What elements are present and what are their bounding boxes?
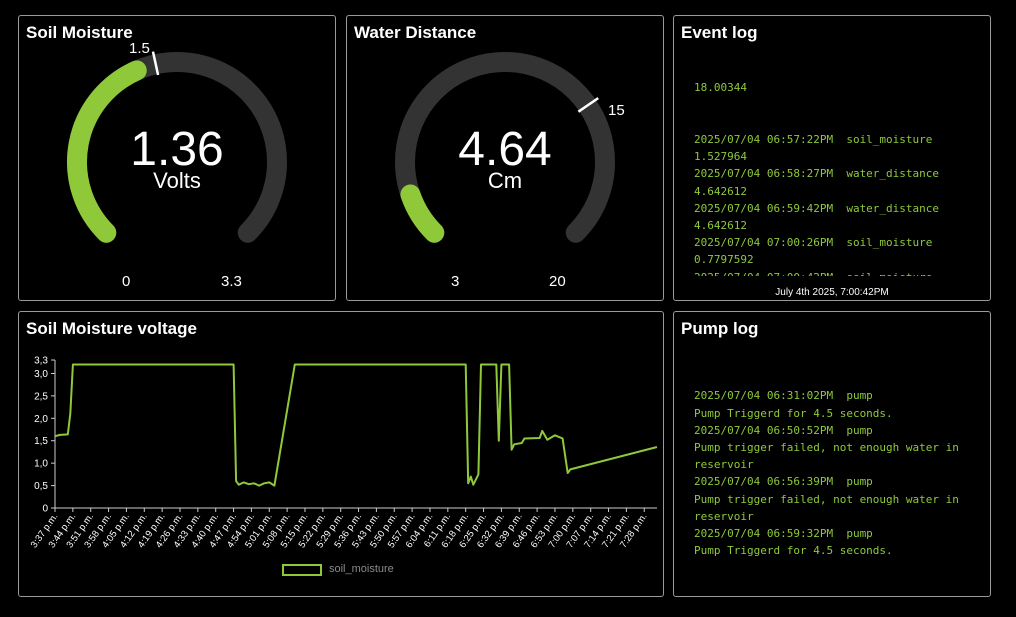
pump-log-panel: Pump log 2025/07/04 06:31:02PM pump Pump … <box>673 311 991 597</box>
soil-moisture-panel: Soil Moisture 1.36 Volts 0 3.3 1.5 <box>18 15 336 301</box>
pump-log-entry: 2025/07/04 06:56:39PM pump Pump trigger f… <box>694 473 982 525</box>
gauge-threshold-label: 15 <box>608 102 625 119</box>
panel-title: Pump log <box>681 319 759 338</box>
gauge-unit: Cm <box>487 168 523 193</box>
gauge-min-label: 3 <box>451 273 460 290</box>
pump-log-message: Pump trigger failed, not enough water in… <box>694 492 966 523</box>
y-tick-label: 0,5 <box>34 481 48 492</box>
gauge-threshold-marker <box>151 51 160 76</box>
pump-log-header: 2025/07/04 06:56:39PM pump <box>694 475 873 489</box>
event-log-header: 2025/07/04 07:00:26PM soil_moisture <box>694 236 933 250</box>
event-log-timestamp: July 4th 2025, 7:00:42PM <box>775 287 889 298</box>
event-log-entry: 2025/07/04 07:00:42PM soil_moisture0.836… <box>694 269 982 276</box>
series-line-soil_moisture <box>54 363 658 487</box>
gauge-track <box>395 52 615 243</box>
y-tick-label: 2,0 <box>34 414 48 425</box>
pump-log-message: Pump Triggerd for 4.5 seconds. <box>694 406 893 420</box>
gauge-unit: Volts <box>153 168 201 193</box>
y-tick-label: 0 <box>42 504 48 515</box>
pump-log-entry: 2025/07/04 06:59:32PM pump Pump Triggerd … <box>694 525 982 559</box>
panel-title: Event log <box>681 23 758 42</box>
event-log-entry: 2025/07/04 06:58:27PM water_distance 4.64… <box>694 165 982 199</box>
gauge-value: 1.36 <box>130 123 224 176</box>
gauge-min-label: 0 <box>122 273 131 290</box>
panel-title: Water Distance <box>354 23 477 42</box>
y-tick-label: 1,5 <box>34 436 48 447</box>
y-tick-label: 3,0 <box>34 369 48 380</box>
pump-log-header: 2025/07/04 06:59:32PM pump <box>694 527 873 541</box>
y-tick-label: 1,0 <box>34 459 48 470</box>
event-log-entry: 2025/07/04 06:59:42PM water_distance 4.64… <box>694 200 982 234</box>
panel-title: Soil Moisture <box>26 23 133 42</box>
event-log-value: 1.527964 <box>694 150 747 164</box>
pump-log-message: Pump Triggerd for 4.5 seconds. <box>694 544 893 558</box>
water-distance-panel: Water Distance 4.64 Cm 3 20 15 <box>346 15 664 301</box>
gauge-value-arc <box>67 60 147 243</box>
event-log-entry: 2025/07/04 06:57:22PM soil_moisture 1.527… <box>694 131 982 165</box>
water-distance-gauge <box>395 52 615 243</box>
event-log-header: 2025/07/04 06:59:42PM water_distance <box>694 201 940 215</box>
event-log-header: 2025/07/04 07:00:42PM soil_moisture <box>694 269 982 276</box>
pump-log-entry: 2025/07/04 06:50:52PM pump Pump trigger f… <box>694 422 982 474</box>
soil-moisture-line-chart: 00,51,01,52,02,53,03,33:37 p.m.3:44 p.m.… <box>29 356 658 550</box>
event-log-entry: 2025/07/04 07:00:26PM soil_moisture 0.779… <box>694 234 982 268</box>
pump-log-list[interactable]: 2025/07/04 06:31:02PM pump Pump Triggerd … <box>694 353 982 594</box>
chart-title: Soil Moisture voltage <box>26 319 197 338</box>
event-log-value: 4.642612 <box>694 184 747 198</box>
gauge-threshold-marker <box>577 97 599 113</box>
log-line-partial: 18.00344 <box>694 81 747 95</box>
y-tick-label: 3,3 <box>34 356 48 367</box>
pump-log-header: 2025/07/04 06:31:02PM pump <box>694 389 873 403</box>
legend-label[interactable]: soil_moisture <box>329 563 394 575</box>
event-log-header: 2025/07/04 06:57:22PM soil_moisture <box>694 133 933 147</box>
gauge-max-label: 3.3 <box>221 273 242 290</box>
pump-log-entry: 2025/07/04 06:31:02PM pump Pump Triggerd … <box>694 387 982 421</box>
soil-moisture-voltage-chart-panel: Soil Moisture voltage 0 0,5 1,0 1,5 2,0 2,5 3,… <box>18 311 664 597</box>
gauge-value-arc <box>400 184 445 243</box>
pump-log-header: 2025/07/04 06:50:52PM pump <box>694 423 873 437</box>
gauge-value: 4.64 <box>458 123 552 176</box>
legend-swatch[interactable] <box>282 564 322 576</box>
y-tick-label: 2,5 <box>34 391 48 402</box>
pump-log-message: Pump trigger failed, not enough water in… <box>694 441 966 472</box>
gauge-max-label: 20 <box>549 273 566 290</box>
event-log-value: 4.642612 <box>694 219 747 233</box>
soil-moisture-gauge <box>67 51 287 243</box>
event-log-header: 2025/07/04 06:58:27PM water_distance <box>694 167 940 181</box>
gauge-threshold-label: 1.5 <box>129 40 150 57</box>
event-log-value: 0.7797592 <box>694 253 754 267</box>
event-log-panel: Event log 18.00344 2025/07/04 06:57:22PM… <box>673 15 991 301</box>
event-log-list[interactable]: 18.00344 2025/07/04 06:57:22PM soil_mois… <box>694 54 982 276</box>
